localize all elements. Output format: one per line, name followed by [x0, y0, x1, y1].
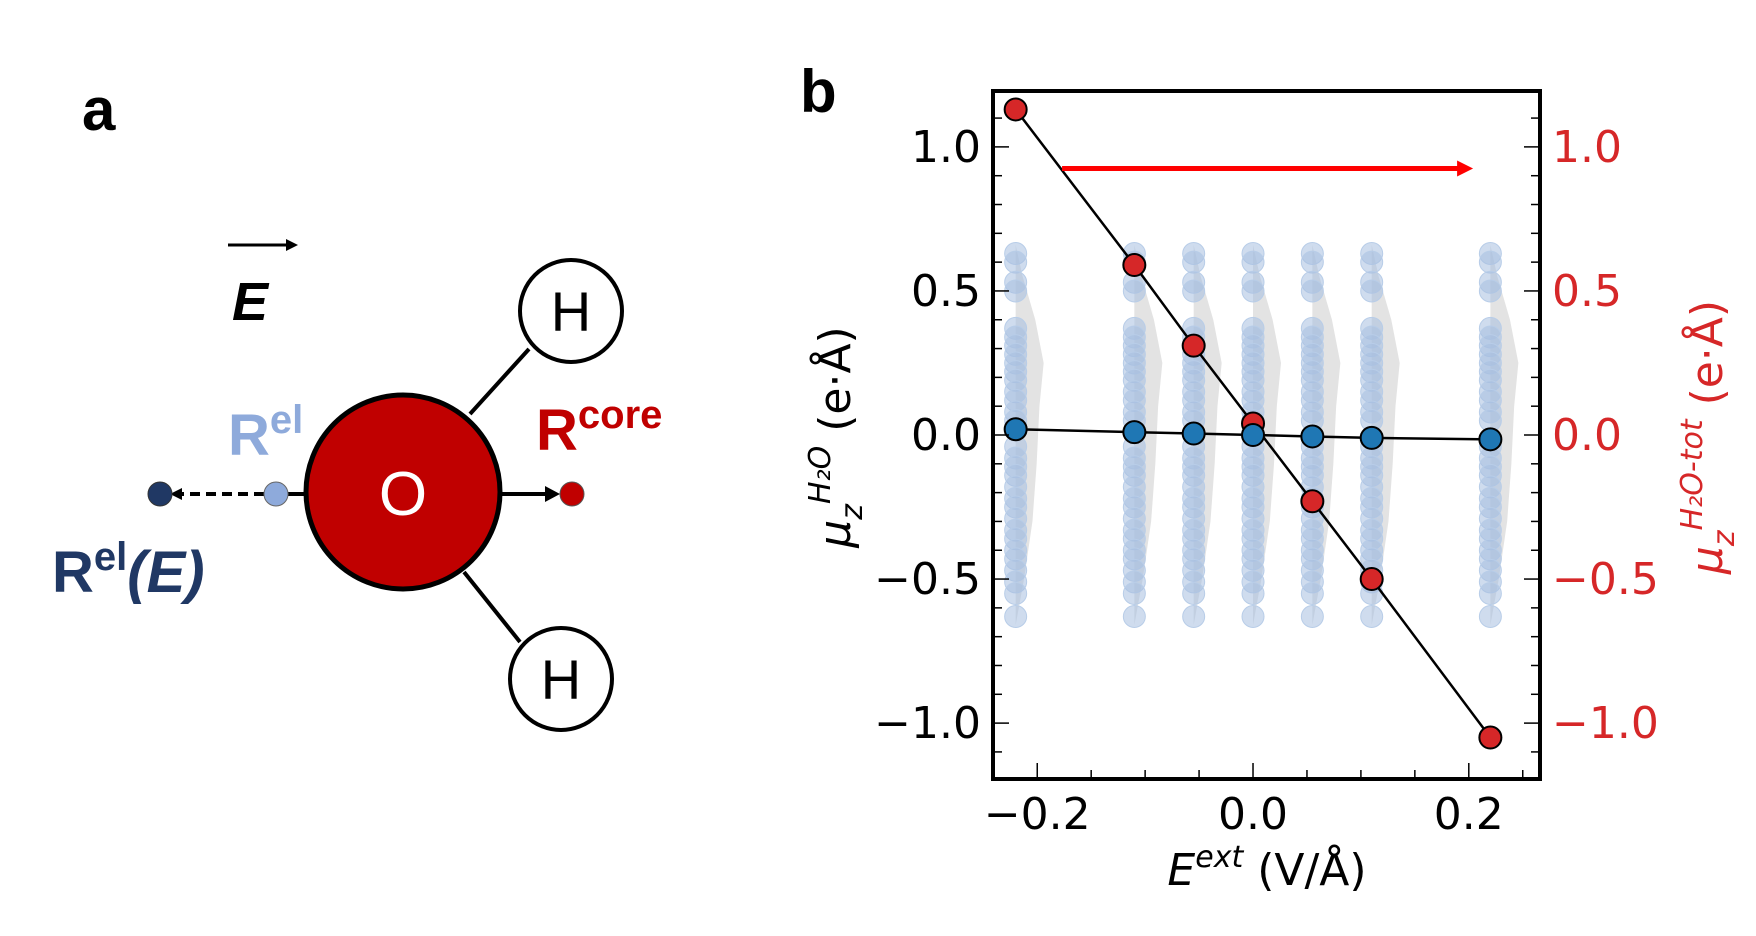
r-el-sup: el [270, 398, 303, 442]
hydrogen-bottom-label: H [541, 648, 581, 711]
mean-dipole-point [1003, 417, 1028, 442]
y-axis-label-right-sub: z [1707, 529, 1742, 547]
total-dipole-point [1003, 97, 1028, 122]
hydrogen-atom-top [518, 258, 624, 364]
molecule-dipole-point [1241, 581, 1265, 605]
y-axis-label-right-unit: (e·Å) [1680, 300, 1733, 419]
mean-dipole-point [1478, 427, 1503, 452]
molecule-dipole-point [1182, 279, 1206, 303]
y-tick-label-right: −0.5 [1552, 554, 1659, 605]
r-core-point [559, 481, 585, 507]
x-label-symbol: E [1167, 845, 1195, 896]
molecule-dipole-point [1241, 279, 1265, 303]
molecule-dipole-point [1004, 250, 1028, 274]
mean-dipole-point [1300, 424, 1325, 449]
molecule-dipole-point [1241, 605, 1265, 629]
panel-b-label: b [800, 58, 837, 125]
r-core-sup: core [578, 393, 663, 437]
molecule-dipole-point [1360, 279, 1384, 303]
y-tick-label-left: −0.5 [874, 554, 981, 605]
field-arrow-icon [228, 239, 298, 251]
molecule-dipole-point [1004, 581, 1028, 605]
total-dipole-point [1359, 567, 1384, 592]
molecule-dipole-point [1478, 605, 1502, 629]
y-tick-label-right: 0.5 [1552, 266, 1622, 317]
r-el-e-arg: (E) [127, 540, 204, 605]
molecule-dipole-point [1360, 605, 1384, 629]
r-el-label: Rel [228, 398, 303, 468]
y-axis-label-left-unit: (e·Å) [808, 326, 861, 445]
y-axis-label-left-sup: H₂O [803, 446, 838, 504]
molecule-dipole-point [1122, 605, 1146, 629]
molecule-dipole-point [1004, 605, 1028, 629]
r-el-e-label: Rel(E) [52, 535, 205, 605]
mean-dipole-point [1122, 420, 1147, 445]
molecule-dipole-point [1182, 250, 1206, 274]
molecule-dipole-point [1122, 279, 1146, 303]
molecule-dipole-point [1478, 250, 1502, 274]
r-el-main: R [228, 403, 270, 468]
molecule-dipole-point [1241, 250, 1265, 274]
molecule-dipole-point [1182, 581, 1206, 605]
y-axis-label-right-symbol: μ [1682, 546, 1733, 575]
molecule-dipole-point [1360, 250, 1384, 274]
x-label-sup: ext [1195, 840, 1244, 875]
molecule-dipole-point [1478, 279, 1502, 303]
total-dipole-point [1181, 333, 1206, 358]
y-tick-label-right: 0.0 [1552, 410, 1622, 461]
r-core-label: Rcore [536, 393, 662, 463]
r-el-e-point [147, 481, 173, 507]
arrowhead-icon [1457, 160, 1474, 177]
mean-dipole-point [1359, 425, 1384, 450]
molecule-dipole-point [1182, 605, 1206, 629]
x-tick-label: 0.0 [1218, 789, 1288, 840]
dipole-plot: 1.0 1.00.5 0.50.0 0.0−0.5 −0.5−1.0 −1.0−0.2 0.… [803, 89, 1742, 896]
r-el-point [263, 481, 289, 507]
y-axis-label-right-sup: H₂O-tot [1675, 418, 1710, 530]
total-dipole-point [1122, 253, 1147, 278]
y-tick-label-left: 0.5 [911, 266, 981, 317]
core-arrowhead-icon [545, 486, 560, 502]
panel-a-label: a [82, 76, 116, 143]
hydrogen-atom-bottom [508, 626, 614, 732]
y-tick-label-left: −1.0 [874, 698, 981, 749]
y-tick-label-left: 1.0 [911, 122, 981, 173]
y-axis-label-left: μzH₂O (e·Å) [803, 326, 870, 548]
y-tick-label-right: 1.0 [1552, 122, 1622, 173]
r-el-e-sup: el [94, 535, 127, 579]
bonds [462, 347, 531, 644]
mean-dipole-point [1241, 423, 1266, 447]
total-dipole-point [1478, 725, 1503, 750]
molecule-dipole-point [1122, 581, 1146, 605]
field-label: E [232, 272, 270, 332]
total-dipole-point [1300, 489, 1325, 514]
x-tick-label: −0.2 [984, 789, 1091, 840]
x-axis-label: Eext (V/Å) [1167, 840, 1366, 896]
hydrogen-top-label: H [551, 280, 591, 343]
molecule-dipole-point [1300, 581, 1324, 605]
x-label-unit: (V/Å) [1243, 843, 1366, 896]
y-tick-label-left: 0.0 [911, 410, 981, 461]
y-axis-label-right: μzH₂O-tot (e·Å) [1675, 300, 1742, 575]
molecule-dipole-point [1300, 250, 1324, 274]
y-axis-label-left-sub: z [835, 503, 870, 521]
r-core-main: R [536, 398, 578, 463]
molecule-dipole-point [1300, 605, 1324, 629]
mean-dipole-point [1181, 421, 1206, 446]
oxygen-label: O [379, 460, 427, 529]
molecule-dipole-point [1478, 581, 1502, 605]
r-el-e-main: R [52, 540, 94, 605]
molecule-dipole-point [1300, 279, 1324, 303]
y-axis-label-left-symbol: μ [810, 520, 861, 549]
dashed-arrowhead-icon [170, 488, 182, 500]
x-tick-label: 0.2 [1434, 789, 1504, 840]
y-tick-label-right: −1.0 [1552, 698, 1659, 749]
